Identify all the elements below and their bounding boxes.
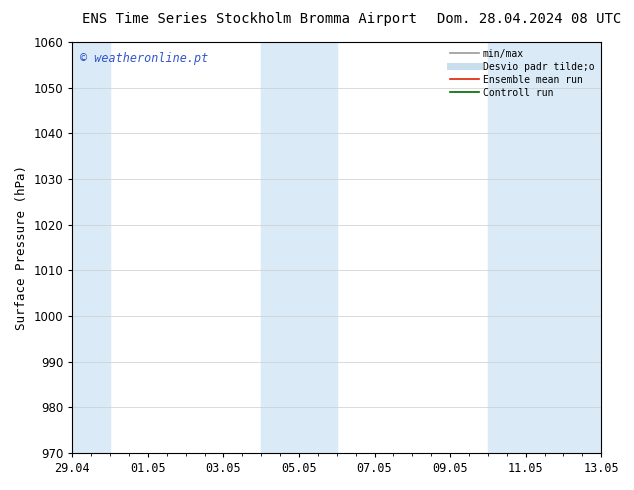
Y-axis label: Surface Pressure (hPa): Surface Pressure (hPa) bbox=[15, 165, 28, 330]
Bar bbox=[488, 42, 564, 453]
Text: ENS Time Series Stockholm Bromma Airport: ENS Time Series Stockholm Bromma Airport bbox=[82, 12, 417, 26]
Bar bbox=[72, 42, 110, 453]
Text: Dom. 28.04.2024 08 UTC: Dom. 28.04.2024 08 UTC bbox=[437, 12, 621, 26]
Legend: min/max, Desvio padr tilde;o, Ensemble mean run, Controll run: min/max, Desvio padr tilde;o, Ensemble m… bbox=[448, 47, 597, 99]
Text: © weatheronline.pt: © weatheronline.pt bbox=[81, 52, 209, 65]
Bar bbox=[261, 42, 337, 453]
Bar bbox=[564, 42, 601, 453]
